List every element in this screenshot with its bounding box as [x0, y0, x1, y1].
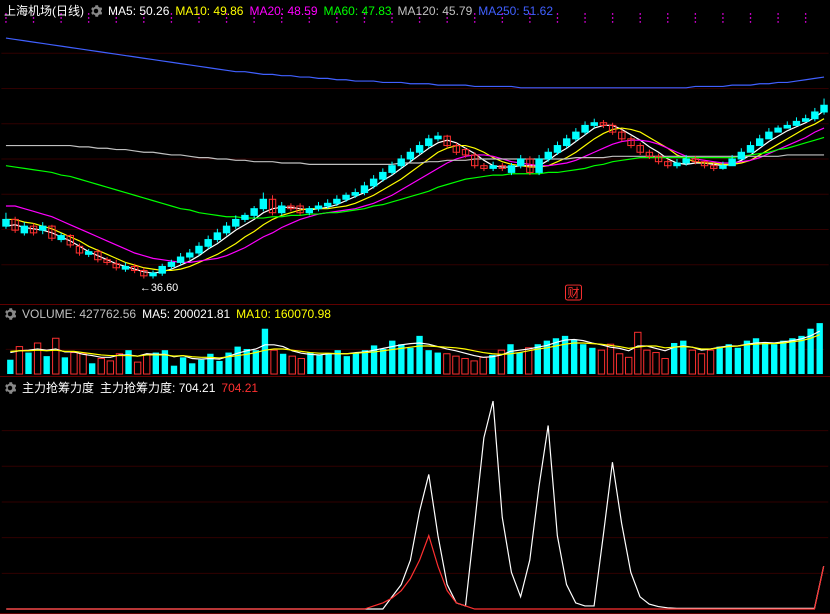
volume-ma5-label: MA5: 200021.81 — [142, 307, 230, 321]
volume-panel[interactable]: VOLUME: 427762.56 MA5: 200021.81 MA10: 1… — [0, 305, 830, 377]
volume-label: VOLUME: 427762.56 — [22, 307, 136, 321]
indicator-panel[interactable]: 主力抢筹力度 主力抢筹力度: 704.21 704.21 — [0, 377, 830, 614]
indicator-header: 主力抢筹力度 主力抢筹力度: 704.21 704.21 — [4, 379, 258, 396]
indicator-value-red: 704.21 — [221, 381, 258, 395]
ma10-label: MA10: 49.86 — [175, 4, 243, 18]
svg-text:←36.60: ←36.60 — [140, 282, 178, 294]
main-chart-canvas[interactable]: ←36.60 财 — [0, 0, 830, 304]
indicator-title: 主力抢筹力度 — [22, 379, 94, 396]
ma20-label: MA20: 48.59 — [249, 4, 317, 18]
ma250-label: MA250: 51.62 — [478, 4, 553, 18]
ma120-label: MA120: 45.79 — [398, 4, 473, 18]
indicator-value-white: 主力抢筹力度: 704.21 — [100, 379, 215, 396]
ma60-label: MA60: 47.83 — [324, 4, 392, 18]
gear-icon[interactable] — [4, 382, 16, 394]
gear-icon[interactable] — [90, 5, 102, 17]
volume-ma10-label: MA10: 160070.98 — [236, 307, 331, 321]
volume-header: VOLUME: 427762.56 MA5: 200021.81 MA10: 1… — [4, 307, 331, 321]
ma5-label: MA5: 50.26 — [108, 4, 169, 18]
main-candlestick-panel[interactable]: 上海机场(日线) MA5: 50.26 MA10: 49.86 MA20: 48… — [0, 0, 830, 305]
gear-icon[interactable] — [4, 308, 16, 320]
main-chart-header: 上海机场(日线) MA5: 50.26 MA10: 49.86 MA20: 48… — [4, 2, 553, 19]
indicator-chart-canvas[interactable] — [0, 377, 830, 613]
stock-title: 上海机场(日线) — [4, 2, 84, 19]
svg-text:财: 财 — [567, 286, 579, 300]
